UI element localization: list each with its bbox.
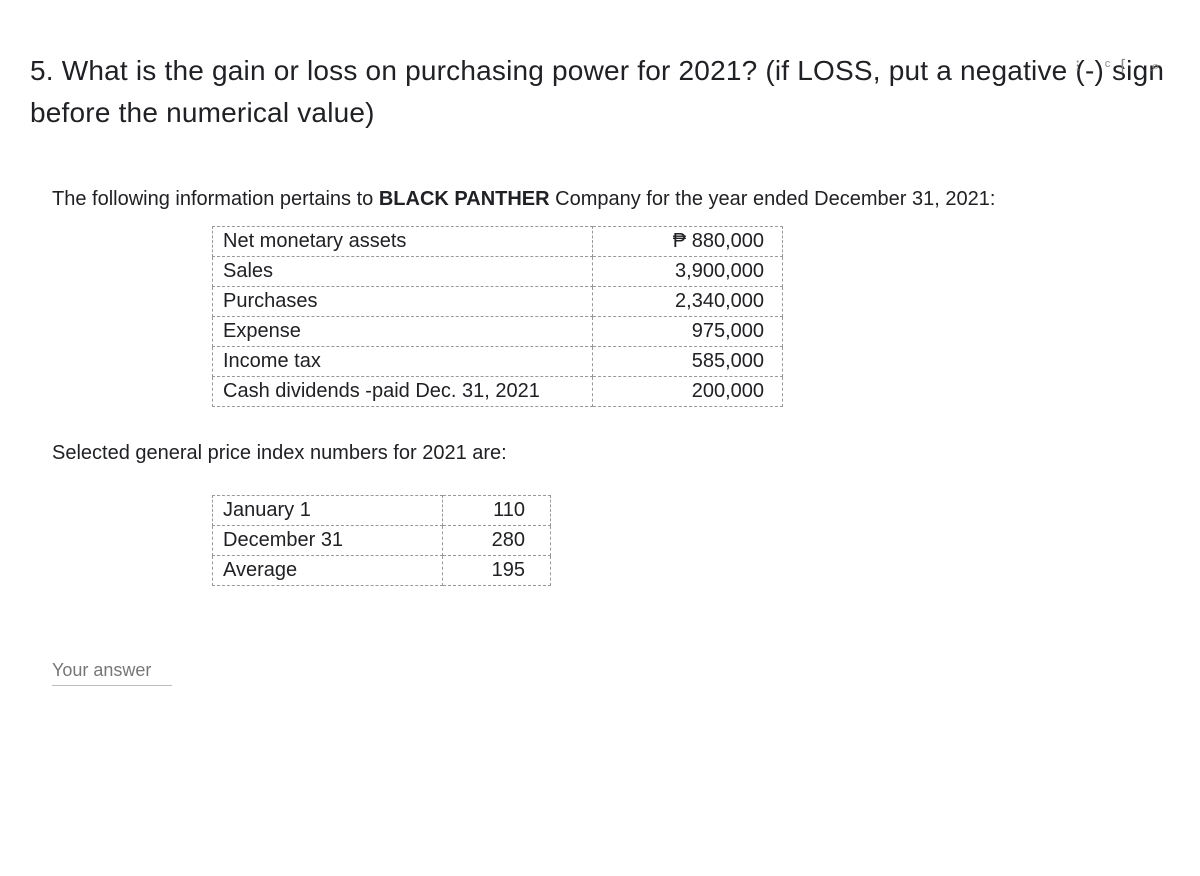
row-value: 585,000 xyxy=(593,347,783,377)
intro-paragraph: The following information pertains to BL… xyxy=(52,184,1170,214)
table-row: Cash dividends -paid Dec. 31, 2021 200,0… xyxy=(213,377,783,407)
table-row: Net monetary assets ₱ 880,000 xyxy=(213,227,783,257)
row-label: Cash dividends -paid Dec. 31, 2021 xyxy=(213,377,593,407)
question-title: 5. What is the gain or loss on purchasin… xyxy=(30,50,1170,134)
row-label: Net monetary assets xyxy=(213,227,593,257)
row-label: Sales xyxy=(213,257,593,287)
question-number: 5. xyxy=(30,55,54,86)
row-label: Expense xyxy=(213,317,593,347)
company-name: BLACK PANTHER xyxy=(379,188,550,210)
row-value: 280 xyxy=(443,526,551,556)
question-text: What is the gain or loss on purchasing p… xyxy=(30,55,1164,128)
row-value: 200,000 xyxy=(593,377,783,407)
row-value: 195 xyxy=(443,556,551,586)
row-value: 3,900,000 xyxy=(593,257,783,287)
row-label: Purchases xyxy=(213,287,593,317)
row-value: 2,340,000 xyxy=(593,287,783,317)
table-row: January 1 110 xyxy=(213,496,551,526)
table-row: Income tax 585,000 xyxy=(213,347,783,377)
table-row: Sales 3,900,000 xyxy=(213,257,783,287)
top-right-icons: ⁝ ᶜ⌈ ⌕ xyxy=(1075,56,1170,76)
index-section-title: Selected general price index numbers for… xyxy=(52,442,1170,465)
row-value: ₱ 880,000 xyxy=(593,227,783,257)
intro-prefix: The following information pertains to xyxy=(52,188,379,210)
price-index-table: January 1 110 December 31 280 Average 19… xyxy=(212,495,551,586)
row-value: 110 xyxy=(443,496,551,526)
table-row: December 31 280 xyxy=(213,526,551,556)
financial-data-table: Net monetary assets ₱ 880,000 Sales 3,90… xyxy=(212,226,783,407)
row-value: 975,000 xyxy=(593,317,783,347)
answer-input[interactable] xyxy=(52,656,172,686)
table-row: Purchases 2,340,000 xyxy=(213,287,783,317)
row-label: December 31 xyxy=(213,526,443,556)
question-body: The following information pertains to BL… xyxy=(30,184,1170,686)
table-row: Expense 975,000 xyxy=(213,317,783,347)
row-label: Average xyxy=(213,556,443,586)
row-label: Income tax xyxy=(213,347,593,377)
row-label: January 1 xyxy=(213,496,443,526)
intro-suffix: Company for the year ended December 31, … xyxy=(550,188,996,210)
table-row: Average 195 xyxy=(213,556,551,586)
